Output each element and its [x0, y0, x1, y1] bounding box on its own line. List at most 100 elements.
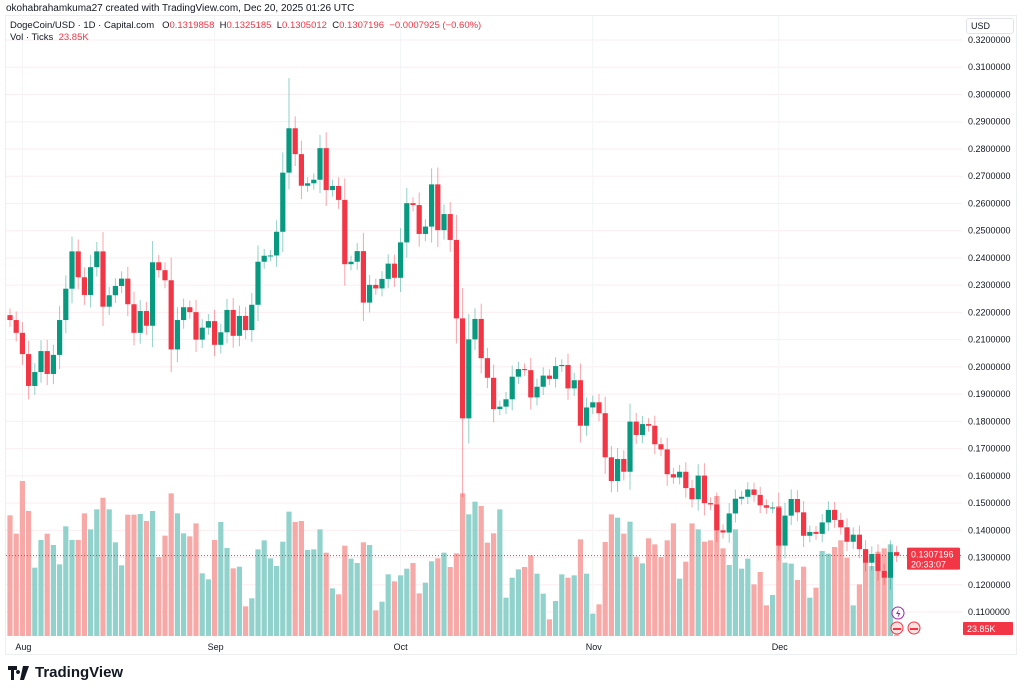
candle-body: [174, 320, 180, 350]
candle-body: [422, 226, 428, 234]
volume-bar: [410, 563, 416, 636]
volume-bar: [757, 572, 763, 636]
candle-body: [522, 369, 528, 371]
candle-body: [429, 184, 435, 227]
candle-body: [50, 354, 56, 374]
x-tick-label: Nov: [586, 642, 603, 652]
volume-bar: [379, 601, 385, 636]
volume-bar: [565, 577, 571, 636]
high-label: H: [219, 20, 227, 31]
candle-body: [670, 474, 676, 478]
volume-bar: [88, 529, 94, 636]
volume-bar: [571, 575, 577, 636]
candle-body: [416, 205, 422, 234]
volume-bar: [75, 540, 81, 636]
y-tick-label: 0.2400000: [968, 253, 1011, 263]
volume-bar: [292, 522, 298, 636]
volume-bar: [267, 558, 273, 636]
tradingview-logo[interactable]: TradingView: [8, 664, 123, 681]
volume-bar: [323, 552, 329, 636]
candle-body: [807, 531, 813, 536]
open-value: 0.1319858: [169, 20, 215, 31]
candle-body: [478, 318, 484, 359]
y-tick-label: 0.1600000: [968, 471, 1011, 481]
candle-body: [720, 530, 726, 533]
candle-body: [732, 498, 738, 514]
candle-body: [7, 315, 13, 321]
volume-bar: [633, 556, 639, 636]
volume-bar: [249, 598, 255, 636]
candle-body: [69, 251, 75, 289]
candle-body: [714, 504, 720, 531]
candle-body: [745, 489, 751, 497]
volume-bar: [875, 551, 881, 636]
candle-body: [261, 255, 267, 262]
candle-body: [881, 570, 887, 578]
volume-bar: [689, 523, 695, 636]
currency-button[interactable]: USD: [966, 18, 1014, 34]
candle-body: [435, 184, 441, 231]
y-tick-label: 0.2500000: [968, 226, 1011, 236]
candle-body: [249, 304, 255, 331]
volume-bar: [788, 563, 794, 636]
volume-bar: [81, 513, 87, 636]
candle-body: [615, 458, 621, 482]
flag-stripe: [910, 628, 918, 630]
volume-bar: [844, 557, 850, 636]
candle-body: [243, 315, 249, 331]
candle-body: [664, 449, 670, 475]
symbol-label[interactable]: DogeCoin/USD · 1D · Capital.com: [10, 20, 155, 31]
volume-bar: [819, 551, 825, 636]
candle-body: [565, 364, 571, 389]
candle-body: [540, 375, 546, 387]
y-tick-label: 0.1100000: [968, 607, 1010, 617]
high-value: 0.1325185: [226, 20, 272, 31]
volume-bar: [69, 540, 75, 636]
volume-bar: [652, 544, 658, 636]
volume-bar: [683, 561, 689, 636]
countdown-label: 20:33:07: [911, 560, 946, 570]
candle-body: [788, 498, 794, 516]
volume-bar: [534, 573, 540, 636]
volume-bar: [360, 542, 366, 636]
candle-body: [255, 261, 261, 305]
volume-bar: [125, 514, 131, 636]
volume-bar: [112, 542, 118, 636]
candle-body: [553, 366, 559, 379]
volume-bar: [720, 548, 726, 636]
volume-bar: [286, 511, 292, 636]
candle-body: [236, 315, 242, 336]
y-tick-label: 0.2600000: [968, 198, 1011, 208]
volume-bar: [311, 549, 317, 636]
candle-body: [44, 351, 50, 374]
volume-bar: [497, 509, 503, 636]
y-tick-label: 0.1300000: [968, 553, 1011, 563]
candle-body: [726, 513, 732, 533]
volume-bar: [484, 542, 490, 636]
volume-bar: [782, 562, 788, 636]
candle-body: [763, 505, 769, 508]
candle-body: [367, 284, 373, 303]
volume-bar: [621, 533, 627, 636]
volume-bar: [32, 567, 38, 636]
volume-bar: [887, 544, 893, 636]
volume-bar: [856, 584, 862, 636]
candle-body: [348, 261, 354, 265]
candle-body: [701, 475, 707, 504]
volume-bar: [131, 514, 137, 636]
volume-label[interactable]: Vol · Ticks: [10, 32, 54, 43]
candle-body: [509, 376, 515, 400]
volume-bar: [807, 597, 813, 636]
candle-body: [88, 267, 94, 295]
volume-bar: [838, 540, 844, 636]
volume-bar: [274, 566, 280, 636]
volume-bar: [596, 604, 602, 636]
volume-bar: [639, 563, 645, 636]
volume-bar: [751, 584, 757, 636]
candle-body: [94, 251, 100, 268]
volume-bar: [584, 573, 590, 636]
volume-bar: [615, 517, 621, 636]
y-tick-label: 0.1500000: [968, 498, 1011, 508]
candle-body: [819, 522, 825, 534]
